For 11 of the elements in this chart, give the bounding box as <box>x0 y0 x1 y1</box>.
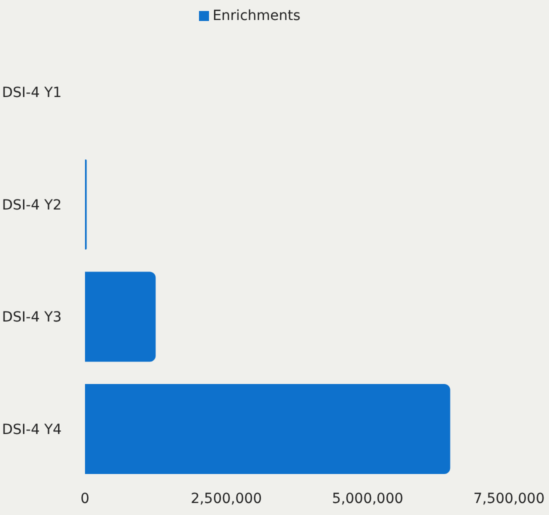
x-tick-label: 0 <box>80 490 90 507</box>
bar <box>85 384 450 474</box>
x-tick-label: 2,500,000 <box>190 490 262 507</box>
y-tick-label: DSI-4 Y4 <box>2 422 62 438</box>
x-tick-label: 7,500,000 <box>473 490 545 507</box>
y-tick-label: DSI-4 Y1 <box>2 85 62 102</box>
y-tick-label: DSI-4 Y2 <box>2 197 62 214</box>
legend-label: Enrichments <box>212 8 300 24</box>
y-tick-label: DSI-4 Y3 <box>2 310 62 326</box>
x-tick-label: 5,000,000 <box>332 490 404 507</box>
bar <box>85 272 156 362</box>
